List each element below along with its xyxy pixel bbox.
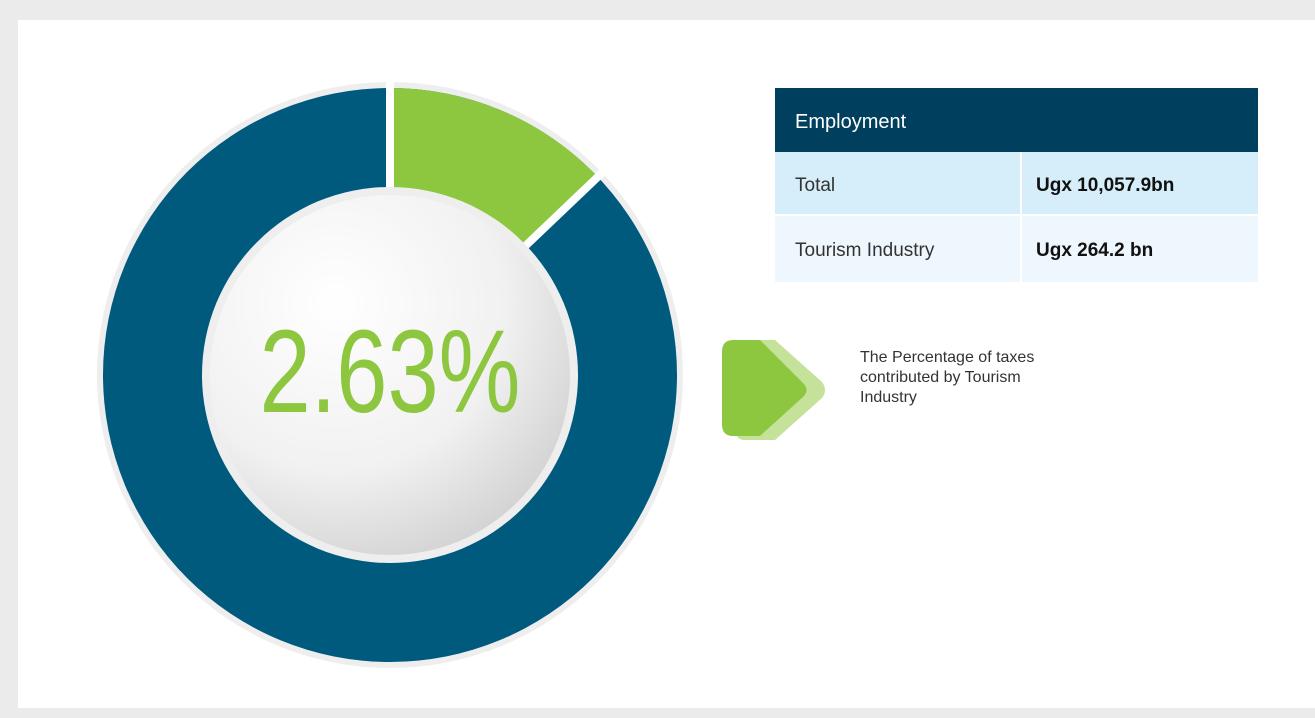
cell: Tourism Industry: [795, 240, 935, 261]
table: Employment Total Ugx 10,057.9bn Tourism …: [775, 88, 1258, 282]
donut: 2.63%: [97, 80, 683, 668]
caption-line: Industry: [860, 389, 917, 406]
caption-line: contributed by Tourism: [860, 369, 1021, 386]
play-icon: [722, 340, 825, 440]
cell: Ugx 264.2 bn: [1036, 240, 1153, 261]
cell: Ugx 10,057.9bn: [1036, 175, 1174, 196]
headline: 2.63%: [260, 306, 521, 438]
table-row: [775, 152, 1258, 215]
cell: Total: [795, 175, 835, 196]
table-title: Employment: [795, 111, 907, 133]
table-header: [775, 88, 1258, 152]
icon-front: [722, 340, 807, 436]
table-row: [775, 215, 1258, 282]
caption-line: The Percentage of taxes: [860, 349, 1034, 366]
caption: The Percentage of taxes contributed by T…: [860, 349, 1034, 406]
donut-hole: [210, 195, 570, 555]
